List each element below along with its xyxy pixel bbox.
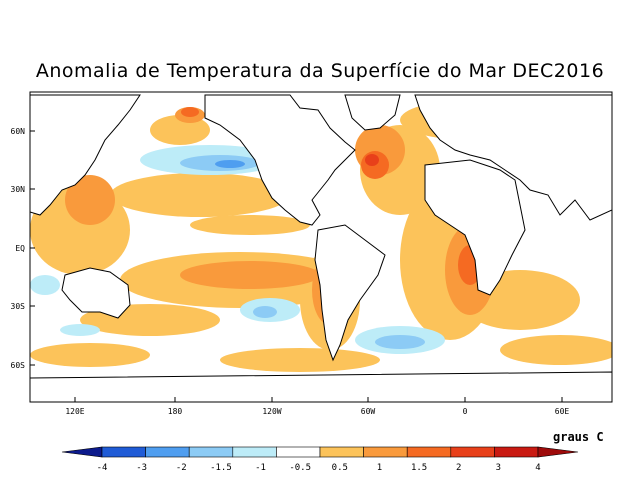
- lon-label-0: 0: [463, 407, 468, 416]
- map-title: Anomalia de Temperatura da Superfície do…: [35, 60, 605, 82]
- colorbar-tick-label: 1: [377, 463, 382, 473]
- colorbar-swatch: [232, 446, 277, 458]
- colorbar-arrow-high: [537, 446, 579, 458]
- colorbar-swatch: [406, 446, 452, 458]
- colorbar-tick-label: 2: [456, 463, 461, 473]
- colorbar-swatch: [494, 446, 539, 458]
- colorbar-tick-label: -1.5: [210, 463, 232, 473]
- lat-label-60n: 60N: [11, 127, 26, 136]
- lon-label-60w: 60W: [361, 407, 376, 416]
- lat-label-30s: 30S: [11, 302, 26, 311]
- colorbar-swatch: [101, 446, 146, 458]
- colorbar-tick-label: -3: [136, 463, 147, 473]
- legend-units: graus C: [553, 430, 604, 444]
- colorbar-swatch: [319, 446, 364, 458]
- colorbar-swatch: [276, 446, 321, 458]
- colorbar-tick-label: -4: [97, 463, 108, 473]
- colorbar-tick-label: 0.5: [332, 463, 348, 473]
- landmasses: [30, 94, 612, 402]
- anomaly-field: [30, 92, 612, 402]
- colorbar-tick-label: 4: [535, 463, 540, 473]
- colorbar-tick-label: 3: [496, 463, 501, 473]
- colorbar-tick-label: 1.5: [411, 463, 427, 473]
- colorbar-swatch: [145, 446, 190, 458]
- lat-label-30n: 30N: [11, 185, 26, 194]
- colorbar: -4 -3 -2 -1.5 -1 -0.5 0.5 1 1.5 2 3 4: [61, 446, 579, 473]
- colorbar-swatch: [188, 446, 234, 458]
- lon-label-120e: 120E: [65, 407, 84, 416]
- colorbar-swatch: [450, 446, 495, 458]
- colorbar-tick-label: -1: [255, 463, 266, 473]
- lat-label-60s: 60S: [11, 361, 26, 370]
- lon-label-60e: 60E: [555, 407, 570, 416]
- lat-label-eq: EQ: [15, 244, 25, 253]
- lon-label-120w: 120W: [262, 407, 281, 416]
- colorbar-arrow-low: [61, 446, 103, 458]
- lon-label-180: 180: [168, 407, 183, 416]
- colorbar-swatch: [363, 446, 408, 458]
- colorbar-tick-label: -0.5: [289, 463, 311, 473]
- colorbar-tick-label: -2: [176, 463, 187, 473]
